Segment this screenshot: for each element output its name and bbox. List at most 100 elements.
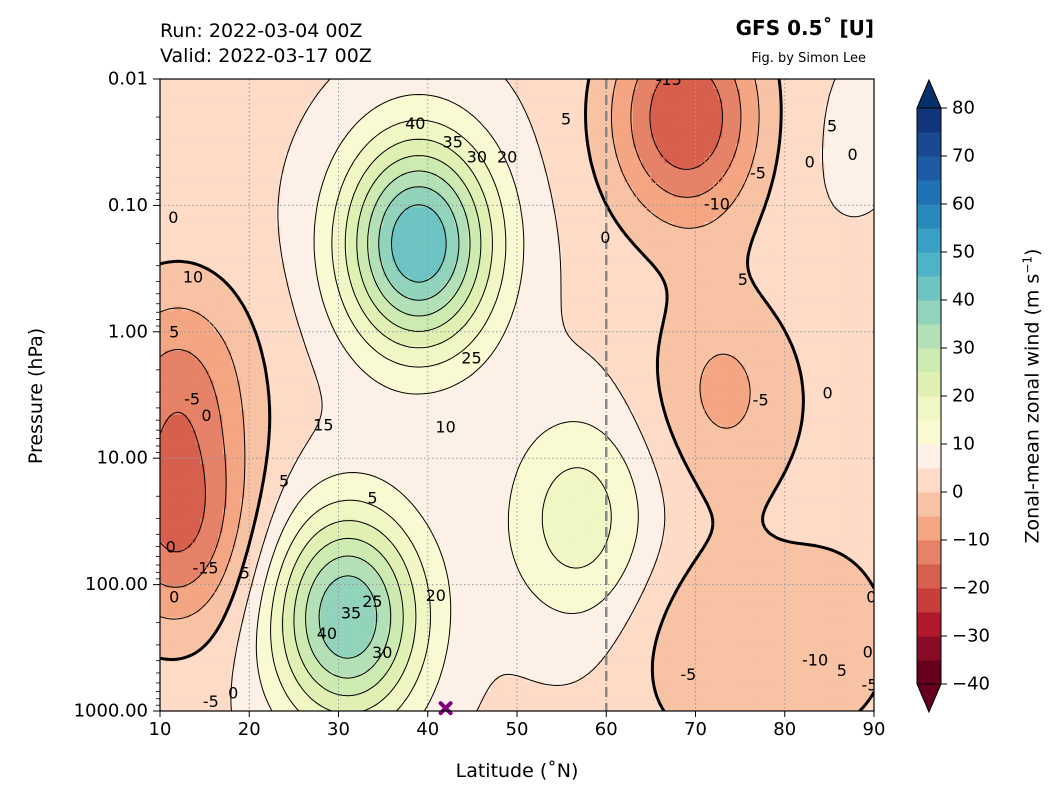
x-tick-label: 80 — [773, 719, 796, 740]
colorbar-swatch — [917, 324, 941, 349]
colorbar-tick-label: 20 — [952, 386, 975, 407]
colorbar-swatch — [917, 492, 941, 517]
contour-label: 20 — [497, 148, 517, 167]
contour-label: 0 — [600, 228, 610, 247]
colorbar-swatch — [917, 468, 941, 493]
contour-label: -5 — [862, 675, 878, 694]
colorbar-swatch — [917, 540, 941, 565]
contour-line — [391, 204, 447, 283]
contour-line — [160, 79, 874, 711]
colorbar-label: Zonal-mean zonal wind (m s−1) — [1020, 249, 1043, 544]
colorbar-tick-label: 80 — [952, 98, 975, 119]
x-tick-label: 60 — [595, 719, 618, 740]
colorbar-swatch — [917, 516, 941, 541]
contour-label: 10 — [435, 417, 455, 436]
contour-label: 25 — [461, 348, 481, 367]
colorbar-swatch — [917, 612, 941, 637]
contour-label: 30 — [467, 148, 487, 167]
contour-lines — [160, 79, 874, 711]
colorbar-swatch — [917, 588, 941, 613]
contour-label: 5 — [169, 322, 179, 341]
y-tick-label: 1.00 — [108, 321, 148, 342]
contour-label: 5 — [738, 270, 748, 289]
colorbar-swatch — [917, 636, 941, 661]
contour-label: 5 — [279, 472, 289, 491]
contour-line — [318, 186, 460, 659]
contour-label: 35 — [443, 132, 463, 151]
colorbar-swatch — [917, 372, 941, 397]
x-axis-label: Latitude (˚N) — [160, 760, 874, 782]
y-tick-label: 100.00 — [85, 574, 148, 595]
colorbar-swatch — [917, 444, 941, 469]
contour-label: -15 — [192, 559, 218, 578]
contour-label: -5 — [750, 164, 766, 183]
contour-label: 5 — [240, 563, 250, 582]
colorbar-swatch — [917, 396, 941, 421]
contour-label: -10 — [704, 195, 730, 214]
y-tick-label: 0.01 — [108, 69, 148, 90]
colorbar-swatch — [917, 276, 941, 301]
contour-label: 5 — [367, 488, 377, 507]
contour-field — [160, 79, 874, 711]
y-tick-label: 10.00 — [96, 448, 148, 469]
colorbar-tick-label: −20 — [952, 578, 990, 599]
colorbar-tick-label: 10 — [952, 434, 975, 455]
contour-label: -10 — [802, 651, 828, 670]
figure-credit: Fig. by Simon Lee — [751, 51, 866, 66]
contour-line — [305, 170, 471, 679]
x-tick-label: 10 — [149, 719, 172, 740]
x-tick-label: 30 — [327, 719, 350, 740]
y-axis-label: Pressure (hPa) — [25, 328, 47, 464]
colorbar-tick-label: 60 — [952, 194, 975, 215]
colorbar-swatch — [917, 348, 941, 373]
y-tick-label: 1000.00 — [74, 701, 148, 722]
colorbar-extend-max — [916, 78, 942, 109]
contour-label: 5 — [561, 110, 571, 129]
colorbar-tick-label: 0 — [952, 482, 963, 503]
contour-label: 5 — [827, 117, 837, 136]
x-tick-label: 40 — [416, 719, 439, 740]
contour-label: 40 — [405, 114, 425, 133]
contour-line — [270, 119, 612, 711]
colorbar-swatch — [917, 228, 941, 253]
contour-label: 40 — [317, 624, 337, 643]
colorbar: 80 70 60 50 40 30 20 10 0 −10 −20 −30 −40 — [916, 78, 990, 714]
contour-label: 0 — [201, 406, 211, 425]
contour-line — [282, 138, 493, 711]
contour-line — [230, 79, 874, 711]
colorbar-tick-label: 40 — [952, 290, 975, 311]
colorbar-tick-label: −30 — [952, 626, 990, 647]
colorbar-swatch — [917, 420, 941, 445]
contour-label: 0 — [169, 587, 179, 606]
colorbar-swatch — [917, 132, 941, 157]
contour-label: -5 — [753, 390, 769, 409]
colorbar-swatch — [917, 156, 941, 181]
contour-label: 20 — [426, 586, 446, 605]
contour-label: 25 — [362, 592, 382, 611]
contour-label: 30 — [372, 643, 392, 662]
colorbar-swatch — [917, 660, 941, 685]
contour-label: -5 — [203, 692, 219, 711]
contour-line — [160, 79, 742, 588]
contour-label: 10 — [183, 268, 203, 287]
colorbar-extend-min — [916, 683, 942, 714]
contour-line — [255, 94, 639, 711]
x-axis: 10 20 30 40 50 60 70 80 90 — [149, 711, 886, 740]
contour-label: 0 — [168, 208, 178, 227]
grid-lines — [160, 79, 874, 711]
x-tick-label: 70 — [684, 719, 707, 740]
colorbar-tick-label: −10 — [952, 530, 990, 551]
contour-label: -15 — [656, 70, 682, 89]
y-tick-label: 0.10 — [108, 195, 148, 216]
contour-label: -5 — [680, 665, 696, 684]
colorbar-tick-label: 30 — [952, 338, 975, 359]
x-tick-label: 20 — [238, 719, 261, 740]
colorbar-swatch — [917, 204, 941, 229]
colorbar-swatch — [917, 252, 941, 277]
x-tick-label: 50 — [506, 719, 529, 740]
x-tick-label: 90 — [863, 719, 886, 740]
colorbar-swatch — [917, 300, 941, 325]
y-axis: 0.01 0.10 1.00 10.00 100.00 1000.00 — [74, 69, 160, 722]
contour-label: -5 — [184, 389, 200, 408]
